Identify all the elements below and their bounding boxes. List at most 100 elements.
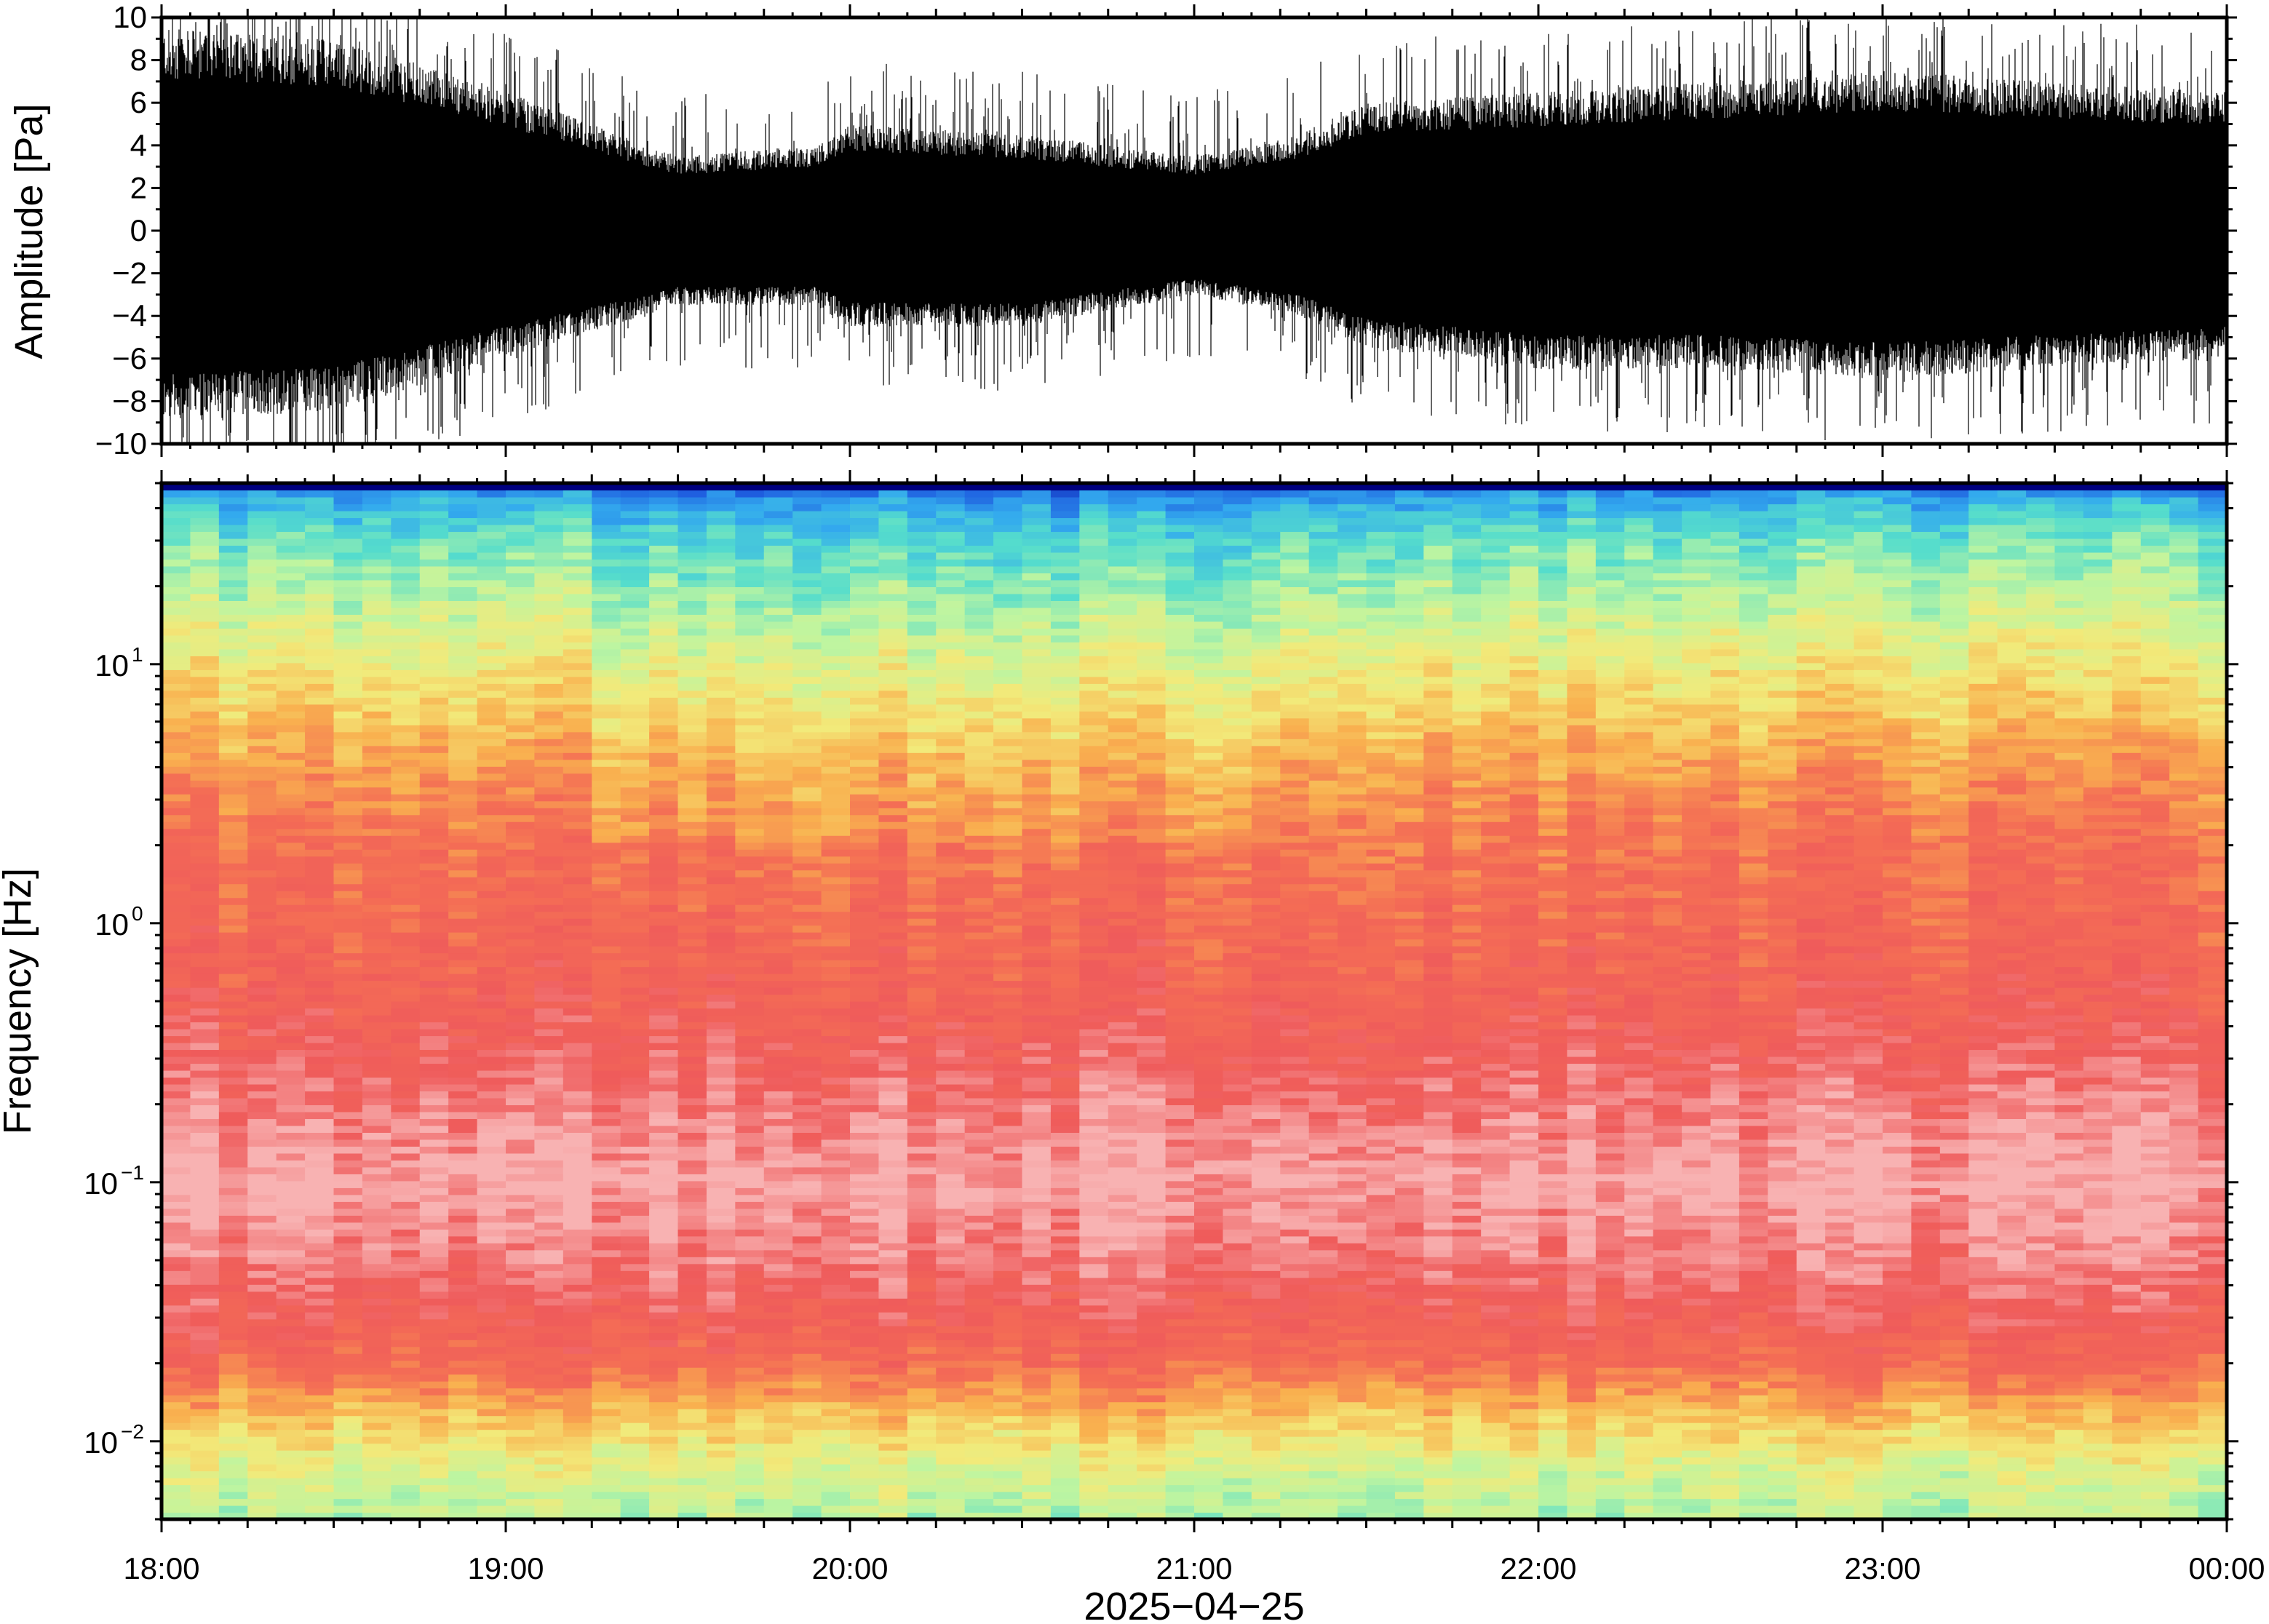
spectrogram-cell [333,1056,363,1064]
spectrogram-cell [534,1056,564,1064]
spectrogram-cell [218,676,248,684]
spectrogram-cell [448,1229,478,1237]
spectrogram-cell [821,911,851,919]
spectrogram-cell [247,1035,277,1043]
spectrogram-cell [850,911,880,919]
spectrogram-cell [305,925,335,933]
spectrogram-cell [419,1035,449,1043]
spectrogram-cell [878,835,908,843]
spectrogram-cell [276,1478,306,1486]
spectrogram-cell [706,1305,736,1313]
spectrogram-cell [592,1429,621,1437]
spectrogram-cell [1050,1042,1080,1051]
spectrogram-cell [706,1505,736,1513]
spectrogram-cell [506,634,536,642]
spectrogram-cell [907,752,937,760]
spectrogram-cell [706,883,736,891]
spectrogram-cell [735,849,765,857]
spectrogram-cell [362,1422,392,1430]
spectrogram-cell [620,1395,650,1403]
waveform-y-axis-label: Amplitude [Pa] [7,103,51,359]
spectrogram-cell [247,780,277,788]
spectrogram-cell [362,863,392,871]
spectrogram-cell [419,496,449,505]
spectrogram-cell [763,974,793,982]
spectrogram-cell [677,1353,707,1361]
spectrogram-cell [964,725,994,733]
spectrogram-cell [735,835,765,843]
spectrogram-cell [391,593,421,601]
spectrogram-cell [792,1492,822,1500]
spectrogram-cell [821,545,851,553]
spectrogram-cell [391,621,421,629]
spectrogram-cell [419,490,449,498]
spectrogram-cell [964,1049,994,1057]
spectrogram-cell [534,808,564,816]
spectrogram-cell [563,869,592,877]
spectrogram-cell [878,676,908,684]
spectrogram-cell [534,966,564,974]
spectrogram-cell [506,1457,536,1465]
spectrogram-cell [1022,656,1052,664]
spectrogram-cell [1050,690,1080,698]
spectrogram-cell [878,1367,908,1375]
spectrogram-cell [850,814,880,822]
spectrogram-cell [276,794,306,802]
spectrogram-cell [1050,1409,1080,1417]
spectrogram-cell [592,1257,621,1265]
spectrogram-cell [305,1457,335,1465]
spectrogram-cell [878,565,908,574]
spectrogram-cell [620,911,650,919]
spectrogram-cell [362,676,392,684]
spectrogram-cell [792,1270,822,1278]
spectrogram-cell [276,1312,306,1320]
spectrogram-cell [362,808,392,816]
spectrogram-cell [333,828,363,836]
spectrogram-cell [792,614,822,622]
spectrogram-cell [649,1443,679,1451]
spectrogram-cell [592,1249,621,1257]
spectrogram-cell [878,600,908,608]
spectrogram-cell [218,656,248,664]
spectrogram-cell [448,939,478,947]
spectrogram-cell [305,656,335,664]
spectrogram-cell [993,1008,1023,1016]
spectrogram-cell [391,1111,421,1119]
spectrogram-cell [333,1208,363,1216]
spectrogram-cell [735,1284,765,1292]
spectrogram-cell [964,787,994,795]
spectrogram-cell [419,780,449,788]
spectrogram-cell [333,1346,363,1354]
spectrogram-cell [993,1284,1023,1292]
spectrogram-cell [247,524,277,533]
spectrogram-cell [878,1409,908,1417]
spectrogram-cell [448,1008,478,1016]
spectrogram-cell [792,739,822,747]
spectrogram-cell [1022,1332,1052,1340]
spectrogram-cell [333,1166,363,1174]
spectrogram-cell [677,1166,707,1174]
spectrogram-cell [649,1450,679,1458]
spectrogram-cell [190,531,220,539]
spectrogram-cell [735,1174,765,1182]
spectrogram-cell [993,1022,1023,1030]
spectrogram-cell [276,1160,306,1168]
spectrogram-cell [993,904,1023,912]
spectrogram-cell [964,869,994,877]
spectrogram-cell [305,1174,335,1182]
spectrogram-cell [333,725,363,733]
spectrogram-cell [276,662,306,670]
spectrogram-cell [276,1318,306,1326]
spectrogram-cell [391,510,421,519]
spectrogram-cell [850,1014,880,1023]
spectrogram-cell [735,952,765,960]
spectrogram-cell [706,1008,736,1016]
spectrogram-cell [592,565,621,574]
spectrogram-cell [792,891,822,899]
spectrogram-cell [563,662,592,670]
spectrogram-cell [649,1284,679,1292]
spectrogram-cell [964,1429,994,1437]
spectrogram-cell [735,1346,765,1354]
spectrogram-cell [1022,1139,1052,1147]
spectrogram-cell [305,1326,335,1334]
